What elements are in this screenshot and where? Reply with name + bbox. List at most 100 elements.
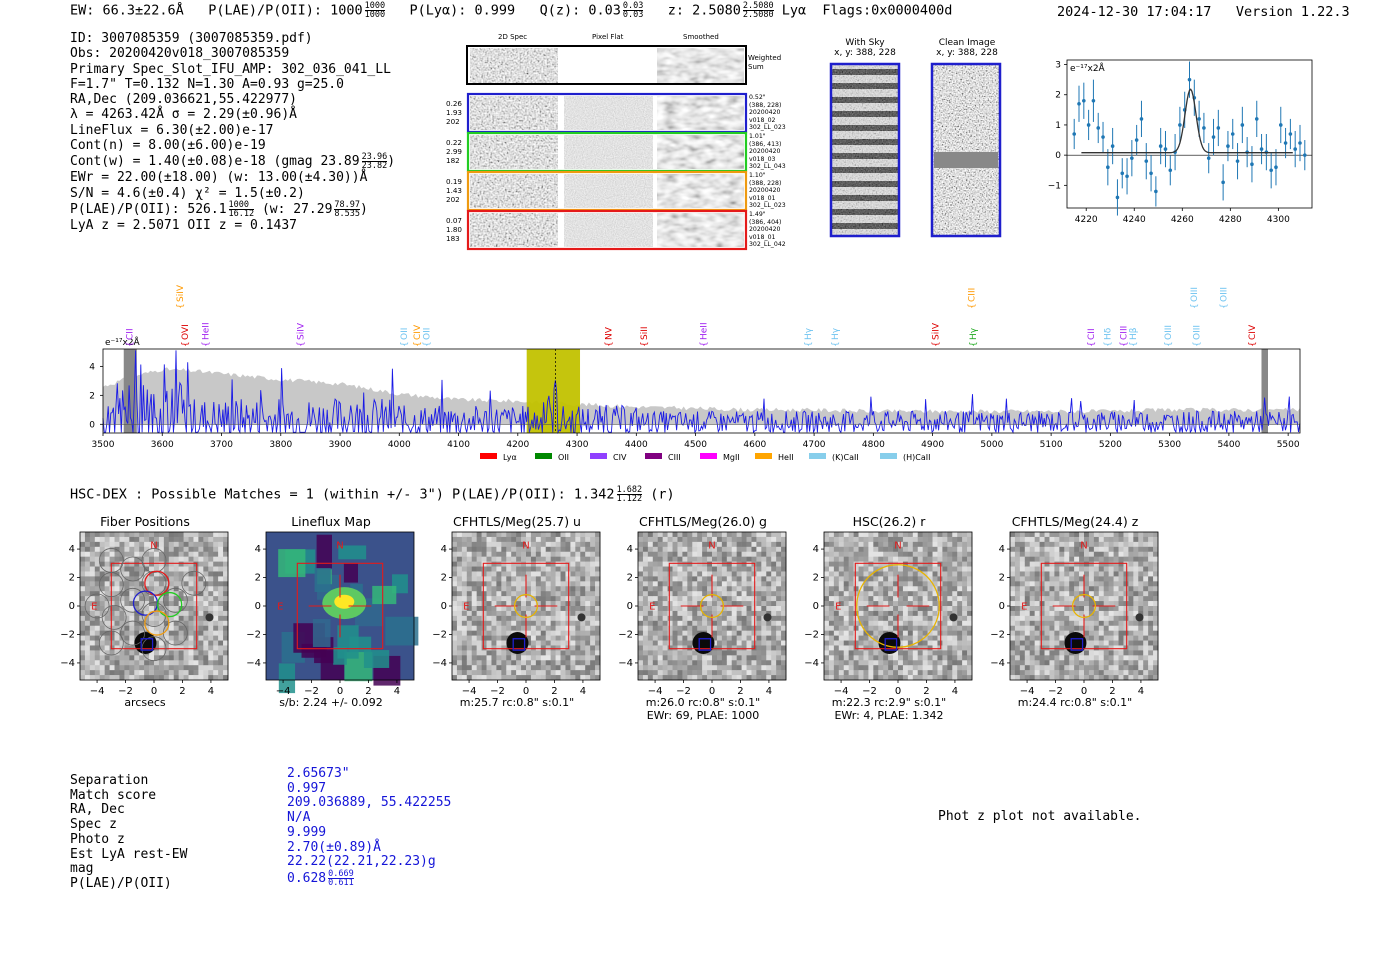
cutout-xtick-label: 2 — [365, 686, 371, 697]
cutout-ytick-label: 4 — [999, 544, 1005, 555]
timestamp: 2024-12-30 17:04:17 — [1057, 4, 1212, 20]
legend-label: Lyα — [503, 453, 517, 462]
cutout-xtick-label: 2 — [737, 686, 743, 697]
spec2d-row-stat: 0.22 — [446, 138, 463, 147]
spectral-line-brace: { — [202, 341, 212, 347]
fit-data-point — [1254, 117, 1259, 121]
fit-xtick-label: 4260 — [1171, 215, 1194, 225]
north-label: N — [150, 540, 157, 551]
fit-data-point — [1187, 77, 1192, 82]
fit-data-point — [1163, 147, 1168, 151]
spec2d-col-2dspec: 2D Spec — [498, 33, 528, 41]
spectral-line-brace: { — [423, 341, 433, 347]
cutout-ytick-label: 0 — [69, 601, 75, 612]
info-ewr: EWr = 22.00(±18.00) (w: 13.00(±4.30))Å — [70, 170, 368, 186]
fit-data-point — [1250, 162, 1254, 167]
spec2d-row-stats: 0.19 1.43 202 — [446, 177, 462, 204]
clean-image — [932, 64, 1000, 236]
cutout-xtick-label: 4 — [1138, 686, 1144, 697]
legend-label: CIII — [668, 453, 681, 462]
lineflux-blob — [278, 663, 296, 694]
cutout-xtick-label: 4 — [394, 686, 400, 697]
cutout-ytick-label: 0 — [813, 601, 819, 612]
header-plae: P(LAE)/P(OII): 1000 — [208, 2, 363, 19]
with-sky-xy: x, y: 388, 228 — [834, 48, 896, 58]
header-qz: Q(z): 0.03 — [539, 2, 621, 19]
fit-data-point — [1235, 159, 1240, 163]
spectrum-xtick-label: 5300 — [1158, 440, 1181, 450]
header-lya: Lyα — [781, 2, 807, 19]
cutout-xtick-label: 2 — [923, 686, 929, 697]
fit-data-point — [1110, 144, 1115, 148]
cutout-xtick-label: −2 — [862, 686, 877, 697]
header-z: z: 2.5080 — [667, 2, 741, 19]
cutout-xtick-label: −2 — [304, 686, 319, 697]
spectral-line-brace: { — [804, 341, 814, 347]
cutout-label: s/b: 2.24 +/- 0.092 — [279, 696, 383, 709]
east-label: E — [463, 602, 469, 613]
cutout-ytick-label: −4 — [990, 658, 1005, 669]
info-params: F=1.7" T=0.132 N=1.30 A=0.93 g=25.0 — [70, 76, 344, 92]
fit-xtick-label: 4300 — [1267, 215, 1290, 225]
spectral-line-brace: { — [126, 341, 136, 347]
match-label: Match score — [70, 787, 157, 803]
cutout-xtick-label: −2 — [1048, 686, 1063, 697]
spec2d-row-stats: 0.26 1.93 202 — [446, 99, 462, 126]
spec2d-row-fiber-info: 302_LL_023 — [749, 124, 786, 131]
spectrum-xtick-label: 3700 — [210, 440, 233, 450]
info-sn: S/N = 4.6(±0.4) χ² = 1.5(±0.2) — [70, 185, 305, 201]
legend-swatch — [880, 453, 897, 459]
neighbor-source — [577, 613, 586, 622]
cutout-ytick-label: −2 — [618, 629, 633, 640]
spectral-line-label: Hδ — [1103, 327, 1113, 340]
cutout-ytick-label: 4 — [255, 544, 261, 555]
legend-label: MgII — [723, 453, 740, 462]
cutout-xtick-label: 2 — [551, 686, 557, 697]
info-plae-hi: 1000 — [228, 201, 255, 210]
fiber-circle — [141, 548, 167, 573]
match-value: 0.997 — [287, 780, 327, 796]
spec2d-row-fiber: 1.01" (386, 413) 20200420 v018_03 302_LL_043 — [749, 133, 786, 171]
error-envelope — [103, 367, 1300, 425]
spectral-line-brace: { — [1164, 341, 1174, 347]
north-label: N — [708, 540, 715, 551]
match-plae-hi: 0.669 — [328, 868, 354, 879]
spectral-line-brace: { — [181, 341, 191, 347]
fit-data-point — [1197, 117, 1201, 121]
cutout-ytick-label: −2 — [246, 629, 261, 640]
info-plae-lo: 16.12 — [228, 208, 255, 219]
match-value: N/A — [287, 810, 311, 826]
header-z-hi: 2.5080 — [742, 1, 774, 11]
legend-label: (H)CaII — [903, 453, 930, 462]
counterpart-box — [140, 638, 154, 651]
spec2d-row-pixelflat — [564, 135, 653, 169]
match-aperture — [699, 593, 725, 619]
fit-data-point — [1158, 144, 1163, 148]
spec2d-row-fiber-info: v018_01 — [749, 194, 776, 202]
hsc-dex-title-text: HSC-DEX : Possible Matches = 1 (within +… — [70, 486, 615, 503]
spec2d-row-smoothed — [657, 96, 744, 130]
spectral-line-brace: { — [400, 341, 410, 347]
info-id: ID: 3007085359 (3007085359.pdf) — [70, 31, 313, 46]
info-radec: RA,Dec (209.036621,55.422977) — [70, 92, 297, 108]
cutout-title: Lineflux Map — [291, 514, 371, 529]
fit-data-point — [1178, 123, 1182, 127]
spec2d-row-fiber-info: (386, 404) — [749, 218, 782, 226]
spec2d-row-fiber-info: v018_03 — [749, 155, 776, 163]
cutout-label-2: EWr: 69, PLAE: 1000 — [646, 709, 760, 722]
lineflux-blob — [343, 563, 359, 583]
header-ew: EW: 66.3±22.6Å — [70, 2, 184, 19]
cutout-image: 4 2 0 −2 −4 −4 −2 0 2 4 N E — [246, 531, 419, 697]
aperture-box — [1040, 562, 1128, 650]
cutout-ytick-label: 2 — [999, 573, 1005, 584]
lineflux-blob — [372, 585, 397, 605]
fit-data-point — [1206, 156, 1211, 160]
spec2d-row-fiber-info: 20200420 — [749, 148, 781, 155]
info-lineflux: LineFlux = 6.30(±2.00)e-17 — [70, 122, 274, 138]
spectral-line-label: CIII — [1119, 326, 1129, 340]
spec2d-row-fiber-info: 0.52" — [749, 94, 766, 101]
match-label: mag — [70, 861, 94, 877]
spec2d-row-stat: 2.99 — [446, 147, 463, 156]
cutout-ytick-label: 0 — [999, 601, 1005, 612]
info-lambda: λ = 4263.42Å σ = 2.29(±0.96)Å — [70, 107, 297, 123]
